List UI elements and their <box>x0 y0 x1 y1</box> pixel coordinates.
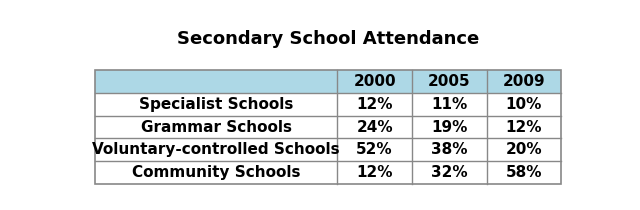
Text: 24%: 24% <box>356 119 393 135</box>
Text: 58%: 58% <box>506 165 542 180</box>
Text: 20%: 20% <box>506 142 542 157</box>
Text: Community Schools: Community Schools <box>132 165 300 180</box>
FancyBboxPatch shape <box>337 116 412 138</box>
FancyBboxPatch shape <box>412 116 486 138</box>
FancyBboxPatch shape <box>95 71 337 93</box>
FancyBboxPatch shape <box>337 138 412 161</box>
FancyBboxPatch shape <box>486 116 561 138</box>
Text: 52%: 52% <box>356 142 393 157</box>
FancyBboxPatch shape <box>337 71 412 93</box>
Text: 2009: 2009 <box>502 74 545 89</box>
FancyBboxPatch shape <box>412 93 486 116</box>
Text: 12%: 12% <box>356 165 393 180</box>
Text: 32%: 32% <box>431 165 468 180</box>
FancyBboxPatch shape <box>95 93 337 116</box>
FancyBboxPatch shape <box>486 161 561 184</box>
Text: 12%: 12% <box>356 97 393 112</box>
FancyBboxPatch shape <box>95 161 337 184</box>
FancyBboxPatch shape <box>337 93 412 116</box>
Text: Grammar Schools: Grammar Schools <box>141 119 292 135</box>
FancyBboxPatch shape <box>95 138 337 161</box>
Text: Secondary School Attendance: Secondary School Attendance <box>177 30 479 48</box>
Text: 2005: 2005 <box>428 74 470 89</box>
FancyBboxPatch shape <box>486 71 561 93</box>
FancyBboxPatch shape <box>95 116 337 138</box>
Text: 11%: 11% <box>431 97 467 112</box>
Text: Specialist Schools: Specialist Schools <box>139 97 293 112</box>
Text: Voluntary-controlled Schools: Voluntary-controlled Schools <box>92 142 340 157</box>
FancyBboxPatch shape <box>486 138 561 161</box>
Text: 12%: 12% <box>506 119 542 135</box>
FancyBboxPatch shape <box>412 138 486 161</box>
FancyBboxPatch shape <box>412 71 486 93</box>
FancyBboxPatch shape <box>412 161 486 184</box>
Text: 2000: 2000 <box>353 74 396 89</box>
Text: 38%: 38% <box>431 142 467 157</box>
Text: 10%: 10% <box>506 97 542 112</box>
FancyBboxPatch shape <box>486 93 561 116</box>
Text: 19%: 19% <box>431 119 467 135</box>
FancyBboxPatch shape <box>337 161 412 184</box>
